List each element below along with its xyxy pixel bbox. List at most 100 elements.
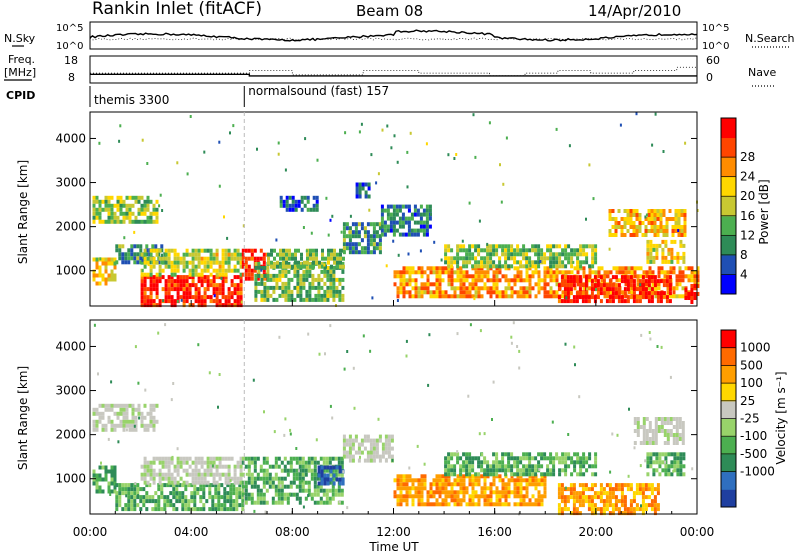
field-cell (118, 487, 122, 492)
colorbar-swatch (721, 330, 736, 349)
field-cell (564, 244, 568, 249)
field-cell (581, 299, 585, 304)
field-cell (647, 503, 651, 508)
field-cell (492, 502, 496, 507)
field-cell (194, 252, 198, 257)
field-cell (474, 494, 478, 499)
field-cell (579, 264, 583, 269)
field-cell (392, 220, 396, 225)
field-cell (557, 503, 561, 508)
field-cell (197, 468, 201, 473)
field-cell (540, 456, 544, 461)
field-cell (265, 488, 269, 493)
field-cell (471, 464, 475, 469)
field-cell (489, 290, 493, 295)
field-cell (244, 268, 248, 273)
field-cell (348, 450, 352, 455)
field-cell (185, 472, 189, 477)
field-cell (453, 294, 457, 299)
field-cell (465, 278, 469, 283)
field-cell (650, 483, 654, 488)
field-cell (226, 495, 230, 500)
field-cell (143, 303, 147, 308)
field-cell (191, 295, 195, 300)
field-cell (104, 277, 108, 282)
field-cell (420, 294, 424, 299)
field-cell (221, 464, 225, 469)
field-cell (286, 484, 290, 489)
field-cell (117, 440, 120, 444)
field-cell (358, 182, 362, 187)
field-cell (659, 221, 663, 225)
field-cell (203, 279, 207, 284)
field-cell (130, 256, 134, 261)
field-cell (665, 283, 669, 288)
field-cell (516, 252, 520, 257)
field-cell (639, 266, 643, 271)
field-cell (164, 472, 168, 477)
field-cell (498, 256, 502, 261)
field-cell (332, 473, 336, 478)
field-cell (656, 225, 660, 229)
field-cell (649, 243, 653, 248)
field-cell (651, 270, 655, 275)
field-cell (278, 277, 282, 282)
field-cell (366, 250, 370, 255)
field-cell (678, 425, 682, 429)
field-cell (98, 281, 102, 286)
field-cell (159, 193, 162, 197)
field-cell (302, 281, 306, 286)
field-cell (679, 452, 683, 457)
field-cell (137, 407, 141, 412)
field-cell (594, 452, 598, 457)
field-cell (555, 264, 559, 269)
field-cell (274, 460, 278, 465)
field-cell (483, 248, 487, 253)
field-cell (582, 260, 586, 265)
noise-frame (89, 21, 698, 50)
field-cell (107, 437, 110, 441)
field-cell (480, 490, 484, 495)
field-cell (543, 456, 547, 461)
field-cell (578, 279, 582, 284)
field-cell (588, 456, 592, 461)
field-cell (486, 270, 490, 275)
field-cell (212, 456, 216, 461)
field-cell (218, 268, 222, 273)
field-cell (435, 482, 439, 487)
field-cell (393, 270, 397, 275)
field-cell (614, 283, 618, 288)
field-cell (157, 483, 161, 488)
field-cell (480, 270, 484, 275)
field-cell (680, 229, 684, 233)
field-cell (638, 287, 642, 292)
field-cell (215, 248, 219, 253)
field-cell (348, 250, 352, 255)
field-cell (584, 495, 588, 500)
field-cell (453, 478, 457, 483)
field-cell (606, 294, 610, 299)
field-cell (560, 275, 564, 280)
field-cell (215, 468, 219, 473)
field-cell (447, 270, 451, 275)
field-cell (221, 291, 225, 296)
field-cell (546, 468, 550, 473)
field-cell (206, 248, 210, 253)
field-cell (537, 244, 541, 249)
field-cell (414, 294, 418, 299)
field-cell (140, 283, 144, 288)
field-cell (444, 248, 448, 253)
field-cell (657, 286, 661, 291)
colorbar-swatch (721, 118, 736, 139)
field-cell (282, 264, 285, 269)
field-cell (158, 204, 161, 208)
field-cell (372, 442, 376, 447)
field-cell (423, 286, 427, 291)
field-cell (675, 417, 679, 421)
field-cell (281, 293, 285, 298)
field-cell (420, 486, 424, 491)
field-cell (670, 452, 674, 457)
field-cell (459, 464, 463, 469)
field-cell (655, 460, 659, 465)
field-cell (99, 257, 102, 261)
